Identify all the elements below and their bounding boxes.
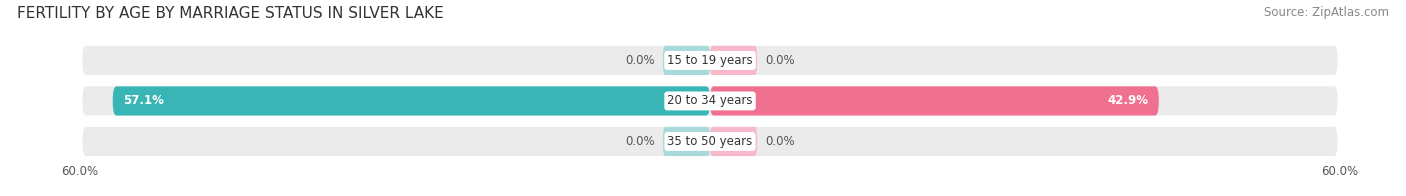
FancyBboxPatch shape (83, 127, 1337, 156)
Text: 20 to 34 years: 20 to 34 years (668, 94, 752, 107)
FancyBboxPatch shape (664, 127, 710, 156)
Text: 42.9%: 42.9% (1108, 94, 1149, 107)
Text: 60.0%: 60.0% (1322, 165, 1358, 178)
Text: 0.0%: 0.0% (624, 54, 655, 67)
Text: 0.0%: 0.0% (765, 135, 796, 148)
Text: 0.0%: 0.0% (624, 135, 655, 148)
FancyBboxPatch shape (112, 86, 710, 115)
Text: 15 to 19 years: 15 to 19 years (668, 54, 752, 67)
FancyBboxPatch shape (83, 46, 1337, 75)
Text: 0.0%: 0.0% (765, 54, 796, 67)
FancyBboxPatch shape (83, 86, 1337, 115)
FancyBboxPatch shape (710, 86, 1159, 115)
Text: Source: ZipAtlas.com: Source: ZipAtlas.com (1264, 6, 1389, 19)
FancyBboxPatch shape (664, 46, 710, 75)
Text: 60.0%: 60.0% (62, 165, 98, 178)
Text: 35 to 50 years: 35 to 50 years (668, 135, 752, 148)
FancyBboxPatch shape (710, 127, 756, 156)
Text: 57.1%: 57.1% (124, 94, 165, 107)
FancyBboxPatch shape (710, 46, 756, 75)
Text: FERTILITY BY AGE BY MARRIAGE STATUS IN SILVER LAKE: FERTILITY BY AGE BY MARRIAGE STATUS IN S… (17, 6, 444, 21)
